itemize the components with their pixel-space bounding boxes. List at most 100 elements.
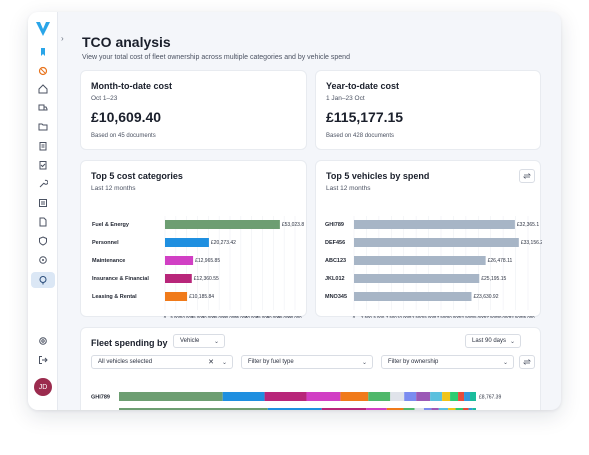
vehicles-category-label: DEF456 — [325, 240, 345, 246]
mtd-title: Month-to-date cost — [91, 81, 172, 91]
page-title: TCO analysis — [82, 34, 171, 50]
fleet-segment — [430, 392, 443, 401]
categories-tick-label: 0 — [164, 315, 167, 318]
tco-icon[interactable] — [31, 272, 55, 288]
mtd-value: £10,609.40 — [91, 109, 162, 125]
vehicles-bar — [354, 274, 480, 283]
vehicles-tick-label: 30,000 — [497, 315, 511, 318]
fleet-title: Fleet spending by — [91, 338, 168, 348]
ytd-note: Based on 428 documents — [326, 133, 395, 139]
fleet-segment — [267, 408, 322, 410]
document-icon[interactable] — [33, 214, 53, 230]
fleet-segment — [458, 392, 465, 401]
vehicles-category-label: GHI789 — [325, 222, 344, 228]
categories-tick-label: 60,000 — [288, 315, 302, 318]
vehicles-filter-value: All vehicles selected — [98, 359, 153, 365]
categories-card: Top 5 cost categories Last 12 months 0 5,… — [80, 160, 307, 318]
clipboard-icon[interactable] — [33, 138, 53, 154]
fuel-filter[interactable]: Filter by fuel type ⌄ — [241, 355, 373, 369]
vehicles-value-label: £25,195.15 — [481, 276, 506, 282]
fleet-segment — [340, 392, 369, 401]
chevron-right-icon[interactable]: › — [61, 34, 64, 43]
vehicles-tick-label: 12,500 — [410, 315, 424, 318]
chevron-down-icon: ⌄ — [361, 360, 367, 366]
categories-value-label: £20,273.42 — [211, 240, 236, 246]
settings-icon[interactable] — [33, 333, 53, 349]
vehicles-tick-label: 10,000 — [397, 315, 411, 318]
categories-tick-label: 30,000 — [223, 315, 237, 318]
swap-icon — [523, 359, 531, 365]
fleet-segment — [119, 408, 268, 410]
vehicles-value-label: £33,156.26 — [521, 240, 542, 246]
fleet-value-label: £8,767.39 — [479, 395, 501, 401]
categories-category-label: Personnel — [92, 240, 119, 246]
vehicles-period: Last 12 months — [326, 185, 371, 192]
vehicles-tick-label: 5,000 — [373, 315, 384, 318]
vehicles-card: Top 5 vehicles by spend Last 12 months 0… — [315, 160, 542, 318]
fleet-segment — [119, 392, 223, 401]
vehicles-tick-label: 7,500 — [386, 315, 397, 318]
period-value: Last 90 days — [472, 338, 507, 344]
fleet-segment — [368, 392, 391, 401]
folder-icon[interactable] — [33, 119, 53, 135]
shield-icon[interactable] — [33, 233, 53, 249]
group-by-value: Vehicle — [180, 338, 200, 344]
fleet-segment — [470, 392, 476, 401]
sidebar: JD — [28, 12, 58, 410]
vehicles-tick-label: 2,500 — [361, 315, 372, 318]
categories-chart: 0 5,00010,00015,00020,00025,00030,00035,0… — [92, 216, 304, 318]
avatar[interactable]: JD — [34, 378, 52, 396]
categories-tick-label: 25,000 — [213, 315, 227, 318]
vehicles-tick-label: 27,500 — [484, 315, 498, 318]
vehicles-bar — [354, 238, 519, 247]
fleet-segment — [455, 408, 463, 410]
page-subtitle: View your total cost of fleet ownership … — [82, 54, 350, 61]
vehicles-tick-label: 17,500 — [434, 315, 448, 318]
vehicles-category-label: MNO345 — [325, 294, 347, 300]
sync-icon[interactable] — [33, 252, 53, 268]
fleet-card: Fleet spending by Vehicle ⌄ Last 90 days… — [80, 327, 541, 410]
fleet-segment — [442, 392, 451, 401]
categories-tick-label: 20,000 — [202, 315, 216, 318]
fleet-segment — [390, 392, 405, 401]
categories-bar — [165, 238, 209, 247]
chevron-down-icon: ⌄ — [213, 339, 219, 345]
logout-icon[interactable] — [33, 352, 53, 368]
vehicles-chart: 0 2,500 5,000 7,500 10,000 12,500 15,000 17,500… — [325, 216, 542, 318]
bookmark-icon[interactable] — [33, 44, 53, 60]
fleet-segment — [448, 408, 456, 410]
categories-tick-label: 35,000 — [234, 315, 248, 318]
fleet-segment — [321, 408, 367, 410]
categories-tick-label: 5,000 — [170, 315, 181, 318]
swap-button[interactable] — [519, 355, 535, 369]
group-by-select[interactable]: Vehicle ⌄ — [173, 334, 225, 348]
fleet-segment — [462, 408, 469, 410]
app-window: JD › TCO analysis View your total cost o… — [28, 12, 561, 410]
fleet-segment — [404, 392, 417, 401]
clear-icon[interactable]: ✕ — [208, 359, 214, 366]
ytd-card: Year-to-date cost 1 Jan–23 Oct £115,177.… — [315, 70, 541, 150]
fleet-segment — [431, 408, 439, 410]
categories-bar — [165, 292, 188, 301]
report-icon[interactable] — [33, 195, 53, 211]
vehicles-tick-label: 0 — [353, 315, 356, 318]
checklist-icon[interactable] — [33, 157, 53, 173]
refresh-button[interactable] — [519, 169, 535, 183]
vehicles-filter[interactable]: All vehicles selected ✕ ⌄ — [91, 355, 233, 369]
mtd-range: Oct 1–23 — [91, 95, 118, 102]
logo[interactable] — [35, 20, 51, 38]
calendar-icon[interactable] — [33, 63, 53, 79]
vehicles-tick-label: 20,000 — [447, 315, 461, 318]
fleet-segment — [472, 408, 476, 410]
ownership-filter[interactable]: Filter by ownership ⌄ — [381, 355, 514, 369]
home-icon[interactable] — [33, 81, 53, 97]
vehicles-bar — [354, 220, 515, 229]
ytd-title: Year-to-date cost — [326, 81, 400, 91]
truck-icon[interactable] — [33, 100, 53, 116]
vehicles-bar — [354, 256, 486, 265]
categories-title: Top 5 cost categories — [91, 171, 183, 181]
period-select[interactable]: Last 90 days ⌄ — [465, 334, 521, 348]
fleet-segment — [423, 408, 432, 410]
vehicles-tick-label: 32,500 — [509, 315, 523, 318]
wrench-icon[interactable] — [33, 176, 53, 192]
